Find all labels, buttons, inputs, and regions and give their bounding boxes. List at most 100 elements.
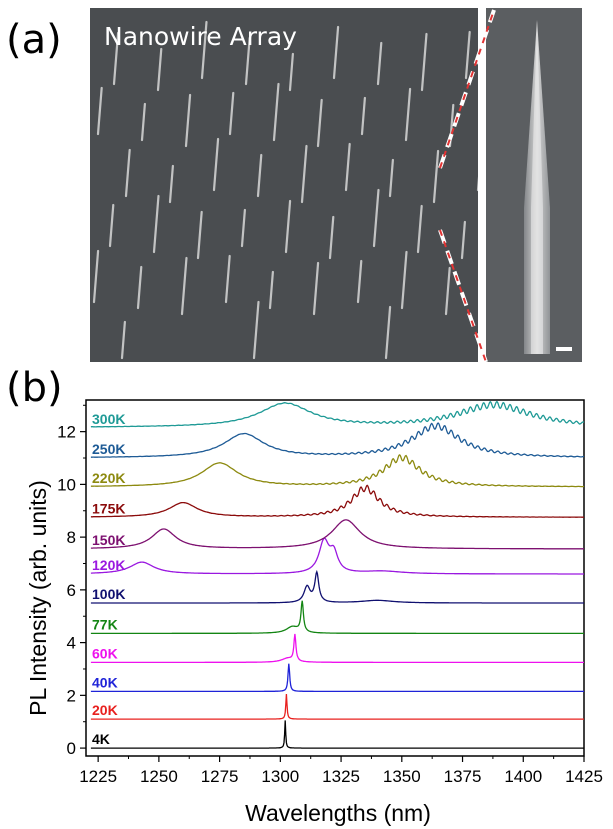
plot-area — [85, 399, 585, 757]
nanowire — [268, 270, 274, 310]
series-line-40K — [90, 663, 584, 693]
nanowire — [376, 41, 383, 86]
nanowire — [416, 204, 423, 254]
nanowire — [384, 305, 392, 360]
nanowire — [372, 188, 380, 248]
x-tick-label: 1300 — [261, 767, 299, 786]
nanowire — [92, 249, 100, 304]
x-tick-label: 1275 — [201, 767, 239, 786]
sem-image-title: Nanowire Array — [104, 22, 297, 51]
series-line-300K — [90, 401, 585, 428]
nanowire — [360, 96, 366, 136]
nanowire — [400, 250, 408, 310]
x-tick-label: 1350 — [383, 767, 421, 786]
nanowire — [120, 320, 126, 360]
nanowire — [300, 144, 308, 204]
series-line-77K — [90, 600, 584, 635]
series-label-77K: 77K — [92, 616, 118, 632]
nanowire — [96, 86, 103, 136]
y-tick-label: 2 — [67, 686, 76, 705]
series-line-175K — [90, 484, 584, 518]
series-label-250K: 250K — [92, 441, 125, 457]
y-tick-label: 10 — [57, 475, 76, 494]
zoom-line-lower-white — [438, 229, 488, 363]
nanowire — [316, 98, 323, 148]
nanowire — [140, 102, 146, 142]
nanowire — [312, 261, 320, 316]
nanowire — [124, 148, 131, 198]
y-tick-label: 4 — [67, 634, 76, 653]
nanowire — [156, 47, 163, 92]
nanowire — [168, 164, 174, 204]
nanowire — [284, 199, 292, 254]
zoom-indicator-lines — [438, 9, 496, 363]
x-axis-label: Wavelengths (nm) — [245, 800, 431, 826]
nanowire — [136, 265, 143, 310]
nanowire — [432, 149, 440, 204]
nanowire — [196, 210, 203, 260]
y-tick-label: 6 — [67, 581, 76, 600]
series-label-300K: 300K — [92, 411, 125, 427]
series-line-220K — [90, 454, 584, 488]
nanowire — [404, 87, 412, 142]
x-tick-label: 1375 — [444, 767, 482, 786]
series-line-60K — [90, 633, 584, 664]
nanowire — [288, 52, 294, 92]
x-tick-label: 1325 — [322, 767, 360, 786]
nanowire — [332, 25, 340, 80]
series-line-100K — [90, 569, 584, 604]
scale-bar — [556, 347, 572, 351]
x-tick-label: 1400 — [504, 767, 542, 786]
nanowire — [212, 137, 220, 192]
nanowire-array-pattern — [92, 20, 478, 360]
sem-single-nanowire-zoom — [486, 8, 582, 362]
nanowire — [356, 259, 363, 304]
single-nanowire — [524, 20, 572, 354]
sem-nanowire-array-image: Nanowire Array — [90, 8, 478, 362]
series-label-220K: 220K — [92, 470, 125, 486]
nanowire — [228, 91, 235, 136]
nanowire — [388, 158, 394, 198]
series-line-4K — [90, 720, 584, 749]
x-tick-label: 1225 — [79, 767, 117, 786]
series-label-100K: 100K — [92, 586, 125, 602]
nanowire — [464, 30, 471, 80]
y-tick-label: 0 — [67, 739, 76, 758]
series-label-40K: 40K — [92, 674, 118, 690]
x-axis-ticks: 1225 1250 1275 1300 1325 1350 1375 1400 1425 — [79, 756, 603, 786]
nanowire — [256, 153, 263, 198]
x-tick-label: 1250 — [140, 767, 178, 786]
nanowire — [420, 32, 428, 92]
series-line-150K — [90, 519, 584, 550]
series-line-120K — [90, 537, 584, 575]
nanowire — [328, 215, 335, 260]
series-label-4K: 4K — [92, 731, 110, 747]
zoom-line-upper-red — [439, 9, 495, 169]
y-tick-label: 12 — [57, 423, 76, 442]
series-labels: 4K 20K 40K 60K 77K 100K 120K 150K 175K 220K 250K 30… — [92, 411, 125, 747]
panel-b-label: (b) — [6, 365, 63, 411]
series-label-120K: 120K — [92, 557, 125, 573]
series-curves — [90, 401, 585, 749]
nanowire — [460, 220, 466, 260]
nanowire — [112, 31, 120, 86]
nanowire — [244, 36, 251, 86]
series-label-150K: 150K — [92, 532, 125, 548]
x-tick-label: 1425 — [565, 767, 603, 786]
series-label-20K: 20K — [92, 702, 118, 718]
y-axis-ticks: 0 2 4 6 8 10 12 — [57, 404, 86, 758]
nanowire — [180, 256, 188, 316]
series-line-250K — [90, 422, 584, 458]
series-label-175K: 175K — [92, 500, 125, 516]
series-label-60K: 60K — [92, 645, 118, 661]
nanowire — [272, 82, 280, 142]
nanowire — [152, 194, 160, 254]
nanowire — [200, 20, 208, 80]
nanowire — [224, 254, 231, 304]
nanowire — [344, 142, 351, 192]
plot-frame — [85, 399, 585, 757]
nanowire — [444, 266, 451, 316]
nanowire — [184, 93, 192, 148]
nanowire — [108, 203, 115, 248]
y-tick-label: 8 — [67, 528, 76, 547]
